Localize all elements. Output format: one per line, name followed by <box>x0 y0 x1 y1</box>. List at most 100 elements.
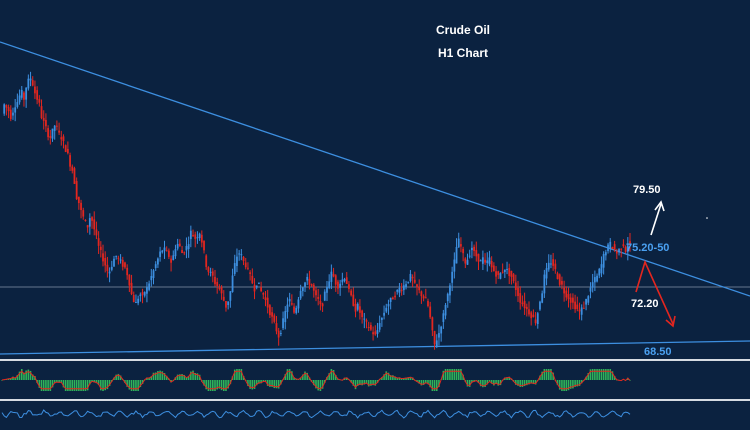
candle-body <box>20 89 23 98</box>
macd-bar <box>214 380 216 391</box>
candle-body <box>284 311 287 323</box>
candle-body <box>124 262 126 268</box>
candle-body <box>582 307 585 309</box>
macd-bar <box>27 369 30 380</box>
candle-body <box>198 233 201 239</box>
macd-bar <box>130 380 133 391</box>
candle-body <box>146 287 148 294</box>
candle-body <box>416 284 418 288</box>
macd-bar <box>422 380 425 385</box>
candle-body <box>587 296 590 303</box>
macd-bar <box>258 380 260 384</box>
candle-body <box>492 265 495 271</box>
macd-bar <box>211 380 214 391</box>
macd-bar <box>16 375 19 380</box>
macd-bar <box>82 380 85 391</box>
candle-body <box>163 247 166 251</box>
candle-body <box>293 306 295 313</box>
macd-bar <box>433 380 436 391</box>
candle-body <box>203 240 205 251</box>
candle-body <box>205 255 208 267</box>
candle-body <box>18 95 21 103</box>
macd-bar <box>106 380 109 390</box>
candle-body <box>427 300 429 307</box>
macd-bar <box>367 380 370 387</box>
candle-body <box>552 259 555 266</box>
macd-bar <box>484 380 486 387</box>
macd-bar <box>260 380 262 384</box>
candle-body <box>80 202 82 211</box>
candle-body <box>104 257 107 266</box>
macd-bar <box>73 380 76 391</box>
macd-bar <box>20 369 23 380</box>
macd-bar <box>545 369 548 380</box>
candle-body <box>170 258 172 263</box>
candle-body <box>110 266 113 270</box>
candle-body <box>277 330 280 338</box>
macd-bar <box>532 380 535 385</box>
candle-body <box>295 307 298 314</box>
macd-bar <box>449 369 451 380</box>
candle-body <box>238 253 241 255</box>
macd-bar <box>176 374 179 380</box>
candle-body <box>374 331 377 335</box>
chart-subtitle: H1 Chart <box>438 46 488 60</box>
macd-bar <box>525 380 528 386</box>
candle-body <box>176 243 179 249</box>
candle-body <box>218 287 221 289</box>
candle-body <box>301 287 304 292</box>
candle-body <box>510 270 513 277</box>
candle-body <box>185 246 188 251</box>
chart-title: Crude Oil <box>436 23 490 37</box>
candle-body <box>47 128 50 138</box>
candle-body <box>517 287 519 297</box>
candle-body <box>121 259 124 267</box>
macd-bar <box>493 380 495 386</box>
candle-body <box>490 260 493 268</box>
macd-bar <box>9 378 12 380</box>
candle-body <box>499 273 502 279</box>
candle-body <box>187 244 190 250</box>
candle-body <box>227 301 230 306</box>
candle-body <box>604 252 607 256</box>
macd-bar <box>552 372 554 380</box>
candle-body <box>45 119 47 127</box>
candle-body <box>624 246 627 252</box>
macd-bar <box>611 371 614 380</box>
candle-body <box>361 310 364 318</box>
macd-bar <box>519 380 522 387</box>
candle-body <box>530 312 533 319</box>
candle-body <box>440 326 443 334</box>
macd-bar <box>302 374 304 380</box>
candle-body <box>600 264 603 274</box>
macd-bar <box>332 369 335 380</box>
candle-body <box>62 136 65 142</box>
candle-body <box>150 275 153 281</box>
macd-bar <box>453 369 456 380</box>
macd-bar <box>317 380 319 391</box>
candle-body <box>119 259 122 261</box>
candle-body <box>207 267 210 272</box>
macd-bar <box>497 380 500 386</box>
macd-bar <box>541 371 543 380</box>
candle-body <box>424 297 427 299</box>
macd-bar <box>392 375 394 380</box>
candle-body <box>468 255 471 257</box>
candle-body <box>60 137 63 140</box>
macd-bar <box>400 378 403 380</box>
candle-body <box>71 166 74 171</box>
candle-body <box>565 290 568 298</box>
candle-body <box>514 282 517 290</box>
macd-bar <box>523 380 526 387</box>
macd-bar <box>370 380 372 386</box>
macd-bar <box>515 380 517 385</box>
candle-body <box>308 278 311 285</box>
candle-body <box>14 107 17 113</box>
candle-body <box>547 262 550 270</box>
macd-bar <box>330 369 333 380</box>
macd-bar <box>89 380 91 385</box>
macd-bar <box>444 369 447 380</box>
candle-body <box>413 279 416 283</box>
macd-bar <box>591 369 594 380</box>
